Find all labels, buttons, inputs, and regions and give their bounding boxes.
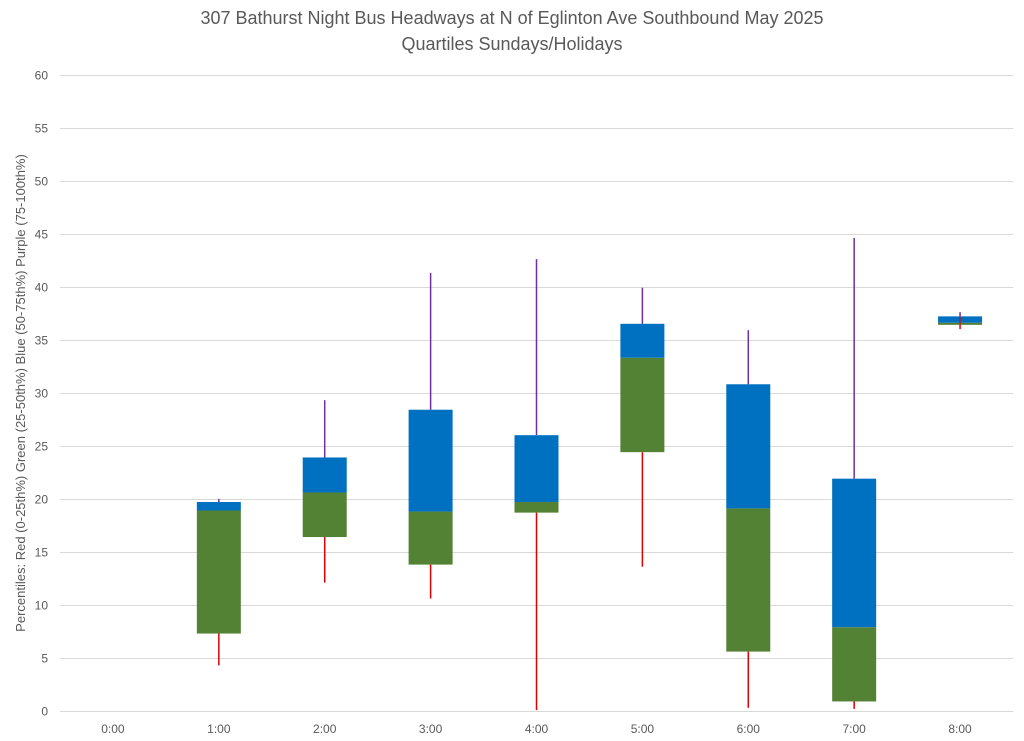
x-tick-label: 5:00 (631, 722, 655, 736)
x-tick-label: 7:00 (842, 722, 866, 736)
lower-box (514, 502, 559, 513)
y-tick-label: 45 (35, 228, 49, 242)
x-tick-label: 3:00 (419, 722, 443, 736)
y-tick-label: 40 (35, 281, 49, 295)
x-tick-label: 6:00 (737, 722, 761, 736)
lower-box (726, 508, 771, 652)
x-tick-label: 4:00 (525, 722, 549, 736)
lower-box (620, 357, 665, 453)
upper-box (514, 435, 559, 503)
y-tick-label: 25 (35, 440, 49, 454)
x-tick-label: 8:00 (948, 722, 972, 736)
x-tick-label: 0:00 (101, 722, 125, 736)
chart-subtitle: Quartiles Sundays/Holidays (401, 34, 622, 54)
y-tick-label: 0 (41, 705, 48, 719)
box-3:00 (408, 272, 453, 599)
lower-box (408, 511, 453, 565)
box-5:00 (620, 287, 665, 567)
y-axis-ticks: 0 5 10 15 20 25 30 35 40 45 50 55 60 (35, 69, 49, 719)
x-tick-label: 1:00 (207, 722, 231, 736)
box-8:00 (938, 312, 983, 330)
lower-box (302, 492, 347, 538)
box-2:00 (302, 400, 347, 583)
boxes (196, 237, 983, 710)
box-4:00 (514, 259, 559, 710)
upper-box (620, 323, 665, 358)
y-tick-label: 10 (35, 599, 49, 613)
box-6:00 (726, 330, 771, 708)
y-tick-label: 5 (41, 652, 48, 666)
y-tick-label: 35 (35, 334, 49, 348)
y-tick-label: 50 (35, 175, 49, 189)
box-7:00 (832, 237, 877, 709)
upper-box (302, 457, 347, 493)
x-axis-ticks: 0:00 1:00 2:00 3:00 4:00 5:00 6:00 7:00 8:00 (101, 722, 972, 736)
box-1:00 (196, 498, 241, 666)
upper-box (726, 384, 771, 509)
y-tick-label: 30 (35, 387, 49, 401)
x-tick-label: 2:00 (313, 722, 337, 736)
chart-title: 307 Bathurst Night Bus Headways at N of … (200, 8, 823, 28)
y-axis-label: Percentiles: Red (0-25th%) Green (25-50t… (13, 154, 28, 632)
y-tick-label: 15 (35, 546, 49, 560)
y-tick-label: 55 (35, 122, 49, 136)
upper-box (408, 409, 453, 512)
lower-box (196, 510, 241, 634)
lower-box (832, 627, 877, 702)
upper-box (196, 502, 241, 511)
y-tick-label: 60 (35, 69, 49, 83)
y-tick-label: 20 (35, 493, 49, 507)
upper-box (832, 478, 877, 628)
